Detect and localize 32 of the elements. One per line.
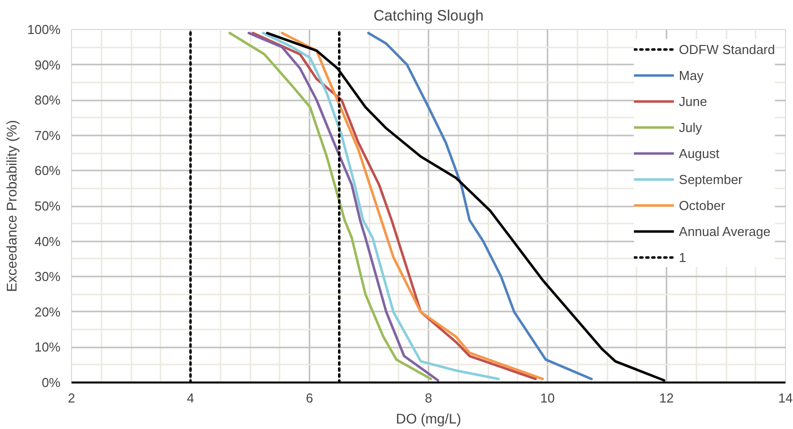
chart-title: Catching Slough <box>373 8 484 24</box>
legend-label: ODFW Standard <box>678 42 775 56</box>
legend-label: Annual Average <box>678 224 770 238</box>
y-tick-label: 40% <box>34 234 61 249</box>
y-tick-label: 100% <box>27 22 61 37</box>
y-tick-label: 60% <box>34 163 61 178</box>
line-series <box>262 32 500 380</box>
x-tick-label: 10 <box>540 390 555 406</box>
legend-label: 1 <box>678 250 688 264</box>
x-tick-label: 4 <box>186 390 194 406</box>
y-tick-label: 30% <box>34 269 61 284</box>
x-tick-label: 8 <box>424 390 432 406</box>
y-tick-label: 90% <box>34 57 61 72</box>
y-tick-label: 0% <box>42 375 61 390</box>
y-axis-title: Exceedance Probability (%) <box>3 120 20 292</box>
legend-label: October <box>678 198 726 212</box>
legend-label: August <box>678 146 720 160</box>
legend-label: June <box>678 94 708 108</box>
legend-label: May <box>678 68 704 82</box>
y-tick-label: 50% <box>34 198 61 214</box>
line-series <box>367 32 593 380</box>
x-tick-label: 12 <box>659 390 674 406</box>
legend-label: September <box>678 172 742 186</box>
y-tick-label: 80% <box>34 92 61 108</box>
y-tick-label: 20% <box>34 304 61 320</box>
y-tick-label: 10% <box>34 340 61 355</box>
x-tick-label: 2 <box>68 390 76 406</box>
x-axis-title: DO (mg/L) <box>396 410 462 426</box>
y-tick-label: 70% <box>34 128 61 143</box>
x-tick-label: 14 <box>778 390 793 406</box>
legend-label: July <box>678 120 702 134</box>
x-tick-label: 6 <box>306 390 314 406</box>
